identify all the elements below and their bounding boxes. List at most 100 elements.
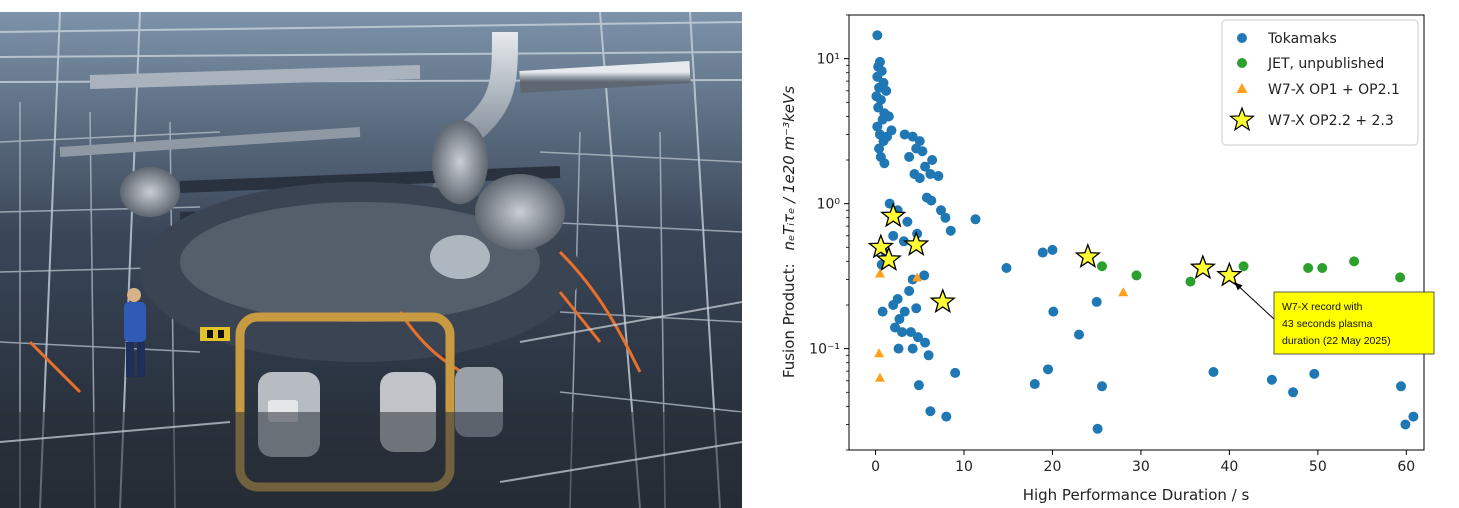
point-w7x-op22 [867, 233, 895, 259]
point-tokamak [1037, 247, 1048, 258]
point-tokamak [1266, 374, 1277, 385]
stellarator-photo [0, 12, 742, 508]
point-tokamak [878, 136, 889, 147]
point-w7x-op22 [1189, 254, 1217, 280]
point-jet [1395, 272, 1406, 283]
point-tokamak [914, 173, 925, 184]
point-tokamak [904, 151, 915, 162]
y-tick-label: 10⁻¹ [809, 342, 840, 358]
point-tokamak [1001, 262, 1012, 273]
point-tokamak [875, 94, 886, 105]
legend-label-w7x-op1: W7-X OP1 + OP2.1 [1268, 82, 1400, 98]
point-tokamak [933, 171, 944, 182]
point-tokamak [897, 327, 908, 338]
point-jet [1238, 261, 1249, 272]
point-tokamak [905, 327, 916, 338]
point-tokamak [925, 406, 936, 417]
point-jet [1349, 256, 1360, 267]
legend-label-tokamaks: Tokamaks [1267, 31, 1337, 47]
y-tick-label: 10¹ [817, 52, 840, 68]
x-axis-ticks: 0 10 20 30 40 50 60 [871, 450, 1415, 475]
legend-label-w7x-op22: W7-X OP2.2 + 2.3 [1268, 113, 1394, 129]
point-tokamak [902, 216, 913, 227]
point-tokamak [888, 230, 899, 241]
legend-marker-jet [1237, 58, 1247, 68]
point-w7x-op1 [874, 372, 885, 382]
point-tokamak [919, 270, 930, 281]
legend-label-jet: JET, unpublished [1267, 56, 1384, 72]
point-tokamak [950, 367, 961, 378]
annotation-arrow-head [1234, 282, 1243, 291]
point-tokamak [872, 30, 883, 41]
legend-marker-w7x-op1 [1236, 83, 1248, 93]
point-w7x-op22 [1216, 261, 1243, 287]
point-tokamak [1288, 387, 1299, 398]
fusion-product-chart: 10⁻¹ 10⁰ 10¹ 0 10 20 30 40 50 60 High Performanc… [780, 14, 1435, 504]
point-tokamak [1047, 244, 1058, 255]
point-tokamak [894, 314, 905, 325]
point-tokamak [941, 411, 952, 422]
point-tokamak [1400, 419, 1411, 430]
point-tokamak [917, 146, 928, 157]
annotation-box [1273, 291, 1435, 355]
point-w7x-op1 [874, 268, 885, 278]
point-tokamak [893, 343, 904, 354]
point-w7x-op1 [874, 348, 885, 358]
x-tick-label: 20 [1044, 459, 1062, 475]
point-w7x-op22 [880, 202, 907, 228]
point-tokamak [907, 343, 918, 354]
point-w7x-op22 [903, 230, 930, 257]
point-tokamak [936, 205, 946, 216]
point-tokamak [927, 155, 938, 165]
point-tokamak [913, 380, 924, 391]
point-tokamak [925, 169, 936, 180]
point-tokamak [899, 306, 910, 317]
x-tick-label: 0 [871, 459, 880, 475]
annotation-line-2: 43 seconds plasma [1282, 318, 1373, 330]
point-tokamak [1091, 296, 1102, 307]
legend: Tokamaks JET, unpublished W7-X OP1 + OP2… [1221, 19, 1419, 146]
legend-box [1221, 19, 1419, 146]
x-tick-label: 40 [1220, 459, 1238, 475]
x-axis-label: High Performance Duration / s [1023, 486, 1250, 504]
point-tokamak [1029, 379, 1040, 390]
point-tokamak [898, 236, 909, 247]
annotation-line-1: W7-X record with [1282, 301, 1363, 313]
record-annotation: W7-X record with 43 seconds plasma durat… [1234, 282, 1435, 355]
point-tokamak [881, 85, 892, 96]
point-tokamak [1396, 381, 1406, 392]
point-jet [1303, 262, 1314, 273]
point-w7x-op1 [1118, 287, 1129, 297]
point-tokamak [1097, 381, 1107, 392]
point-jet [1317, 262, 1328, 273]
point-tokamak [1074, 329, 1084, 340]
point-w7x-op1 [912, 272, 923, 282]
point-tokamak [940, 212, 951, 223]
legend-marker-w7x-op22 [1228, 106, 1256, 132]
y-axis-ticks: 10⁻¹ 10⁰ 10¹ [809, 14, 849, 451]
point-jet [1185, 276, 1196, 287]
x-tick-label: 50 [1309, 459, 1327, 475]
point-jet [1097, 261, 1107, 272]
point-tokamak [899, 129, 910, 140]
y-axis-label-prefix: Fusion Product: [780, 263, 798, 378]
point-tokamak [914, 136, 925, 147]
y-axis-label: Fusion Product: nₑTᵢτₑ / 1e20 m⁻³keVs [780, 86, 798, 378]
point-tokamak [1408, 411, 1419, 422]
point-tokamak [1208, 367, 1219, 378]
point-tokamak [874, 143, 885, 154]
point-tokamak [913, 332, 923, 343]
point-tokamak [911, 303, 922, 314]
point-tokamak [1309, 368, 1320, 379]
point-tokamak [970, 214, 981, 225]
point-tokamak [872, 71, 883, 82]
y-tick-label: 10⁰ [817, 197, 841, 213]
point-tokamak [872, 121, 883, 132]
point-tokamak [888, 300, 899, 310]
point-tokamak [920, 161, 931, 172]
point-jet [1131, 270, 1142, 281]
point-tokamak [945, 225, 956, 236]
point-tokamak [920, 337, 931, 348]
point-tokamak [904, 285, 915, 296]
point-tokamak [1043, 364, 1054, 375]
